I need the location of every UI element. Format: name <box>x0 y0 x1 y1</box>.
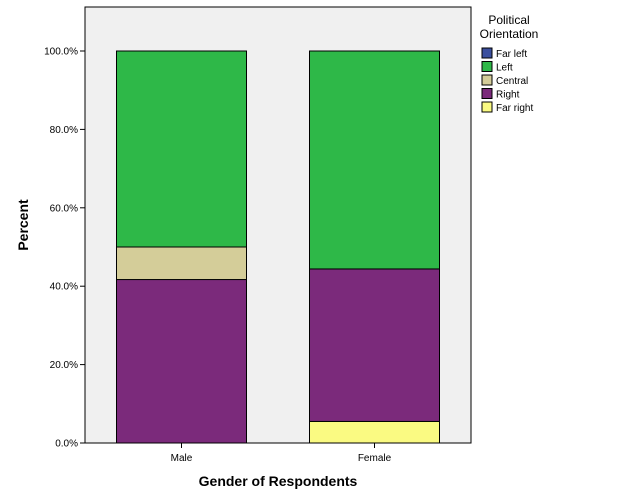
legend-title-line-2: Orientation <box>480 27 539 41</box>
x-axis-title: Gender of Respondents <box>199 473 358 489</box>
y-tick-label: 100.0% <box>44 47 78 58</box>
legend-label-far-right: Far right <box>496 103 533 114</box>
legend-swatch-central <box>481 74 493 86</box>
bar-segment-female-right <box>309 268 440 422</box>
legend-label-right: Right <box>496 90 520 101</box>
y-tick-label: 80.0% <box>50 125 78 136</box>
bar-segment-female-far-right <box>309 420 440 444</box>
legend: Political Orientation Far left Left Centra… <box>480 13 539 114</box>
y-tick-label: 40.0% <box>50 282 78 293</box>
bar-segment-male-right <box>116 279 247 444</box>
y-tick-label: 60.0% <box>50 203 78 214</box>
y-axis: 0.0% 20.0% 40.0% 60.0% 80.0% 100.0% <box>44 47 85 450</box>
bar-segment-female-left <box>309 50 440 270</box>
legend-label-left: Left <box>496 63 513 74</box>
bar-segment-male-central <box>116 246 247 281</box>
legend-title-line-1: Political <box>488 13 529 27</box>
x-tick-label: Male <box>171 453 193 464</box>
y-tick-label: 0.0% <box>55 439 78 450</box>
y-tick-label: 20.0% <box>50 360 78 371</box>
legend-swatch-left <box>481 61 493 72</box>
legend-swatch-far-right <box>481 101 493 113</box>
bar-segment-male-left <box>116 50 247 248</box>
x-axis: Male Female <box>171 443 392 464</box>
x-tick-label: Female <box>358 453 392 464</box>
legend-swatch-far-left <box>481 47 493 59</box>
legend-label-central: Central <box>496 76 528 87</box>
y-axis-title: Percent <box>15 199 31 251</box>
legend-label-far-left: Far left <box>496 49 527 60</box>
bars-group <box>116 50 440 444</box>
legend-swatch-right <box>481 88 493 99</box>
